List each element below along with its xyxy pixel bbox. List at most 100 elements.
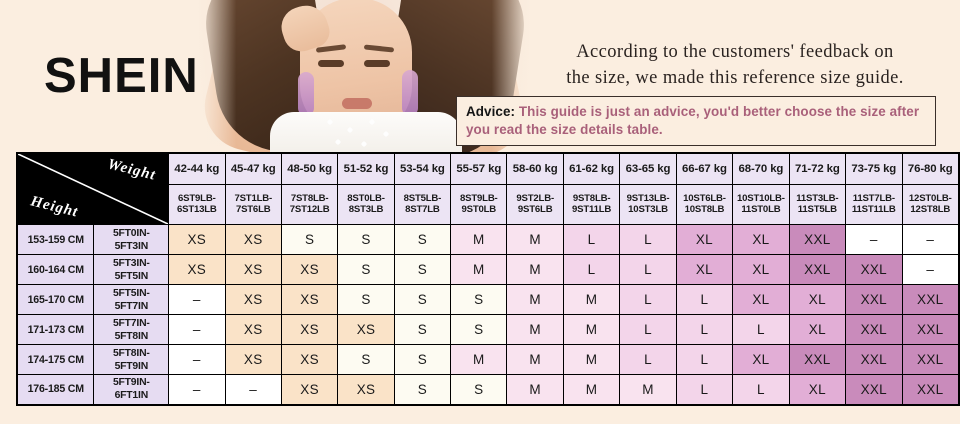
weight-lb-header: 8ST0LB- 8ST3LB <box>337 183 395 226</box>
size-cell: L <box>562 224 621 255</box>
size-cell: M <box>619 374 677 405</box>
size-cell: L <box>675 314 734 345</box>
size-cell: XXL <box>901 344 960 375</box>
size-cell: XS <box>224 344 282 375</box>
size-cell: S <box>393 284 452 315</box>
height-cm-cell: 176-185 CM <box>16 374 95 405</box>
height-ft-cell: 5FT7IN- 5FT8IN <box>93 314 170 345</box>
size-cell: – <box>901 254 960 285</box>
size-cell: XS <box>280 314 339 345</box>
table-row: 165-170 CM 5FT5IN- 5FT7IN – XS XS S S S M M L L XL XL X… <box>16 284 960 315</box>
size-cell: S <box>450 314 508 345</box>
size-cell: XS <box>224 254 282 285</box>
table-row: 171-173 CM 5FT7IN- 5FT8IN – XS XS XS S S M M L L L XL X… <box>16 314 960 345</box>
size-cell: S <box>337 254 395 285</box>
size-cell: S <box>393 344 452 375</box>
weight-kg-header: 63-65 kg <box>619 152 677 185</box>
size-chart-table: Weight Height 42-44 kg 45-47 kg 48-50 kg 51… <box>16 152 960 406</box>
height-cm-cell: 153-159 CM <box>16 224 95 255</box>
advice-label: Advice <box>466 104 511 119</box>
size-cell: – <box>168 314 226 345</box>
size-cell: XS <box>280 374 339 405</box>
size-cell: XL <box>788 284 847 315</box>
size-cell: S <box>337 224 395 255</box>
size-cell: – <box>901 224 960 255</box>
size-cell: M <box>506 284 564 315</box>
size-cell: XL <box>788 314 847 345</box>
advice-separator: : <box>510 104 516 119</box>
weight-kg-header: 51-52 kg <box>337 152 395 185</box>
size-cell: S <box>393 374 452 405</box>
size-cell: XL <box>732 224 790 255</box>
size-cell: XS <box>280 284 339 315</box>
size-cell: XS <box>280 254 339 285</box>
height-cm-cell: 171-173 CM <box>16 314 95 345</box>
weight-lb-header: 9ST8LB- 9ST11LB <box>562 183 621 226</box>
size-cell: – <box>168 344 226 375</box>
weight-kg-header: 76-80 kg <box>901 152 960 185</box>
size-cell: S <box>337 284 395 315</box>
weight-kg-header: 71-72 kg <box>788 152 847 185</box>
corner-header: Weight Height <box>16 152 170 225</box>
size-cell: M <box>506 254 564 285</box>
size-cell: XS <box>224 314 282 345</box>
weight-kg-header: 61-62 kg <box>562 152 621 185</box>
size-cell: XL <box>675 224 734 255</box>
size-cell: XL <box>732 284 790 315</box>
size-cell: XS <box>280 344 339 375</box>
size-cell: XXL <box>845 344 903 375</box>
height-ft-cell: 5FT5IN- 5FT7IN <box>93 284 170 315</box>
size-cell: L <box>619 224 677 255</box>
weight-kg-header: 53-54 kg <box>393 152 452 185</box>
size-cell: – <box>168 284 226 315</box>
headline-line-2: the size, we made this reference size gu… <box>566 67 904 88</box>
height-ft-cell: 5FT0IN- 5FT3IN <box>93 224 170 255</box>
weight-lb-header: 9ST2LB- 9ST6LB <box>506 183 564 226</box>
size-cell: M <box>450 344 508 375</box>
height-ft-cell: 5FT8IN- 5FT9IN <box>93 344 170 375</box>
size-cell: L <box>675 374 734 405</box>
headline-line-1: According to the customers' feedback on <box>576 42 894 62</box>
weight-lb-header: 10ST6LB- 10ST8LB <box>675 183 734 226</box>
size-cell: XXL <box>901 284 960 315</box>
size-cell: M <box>506 344 564 375</box>
shein-logo: SHEIN <box>44 49 199 103</box>
size-cell: XXL <box>901 374 960 405</box>
size-cell: XS <box>224 224 282 255</box>
size-cell: S <box>450 374 508 405</box>
size-cell: M <box>562 314 621 345</box>
size-cell: – <box>168 374 226 405</box>
banner: SHEIN According to the customers' feedba… <box>0 0 960 152</box>
size-cell: M <box>450 254 508 285</box>
size-cell: M <box>562 374 621 405</box>
size-cell: XL <box>675 254 734 285</box>
table-row: 160-164 CM 5FT3IN- 5FT5IN XS XS XS S S M M L L XL XL X… <box>16 254 960 285</box>
size-cell: – <box>224 374 282 405</box>
size-cell: XS <box>168 254 226 285</box>
table-row: 153-159 CM 5FT0IN- 5FT3IN XS XS S S S M M L L XL XL XX… <box>16 224 960 255</box>
size-cell: M <box>450 224 508 255</box>
height-ft-cell: 5FT3IN- 5FT5IN <box>93 254 170 285</box>
height-cm-cell: 174-175 CM <box>16 344 95 375</box>
size-cell: L <box>675 284 734 315</box>
size-cell: L <box>562 254 621 285</box>
size-cell: S <box>337 344 395 375</box>
size-cell: – <box>845 224 903 255</box>
advice-text-wrap: Advice: This guide is just an advice, yo… <box>466 103 926 138</box>
size-cell: XS <box>224 284 282 315</box>
size-cell: M <box>506 374 564 405</box>
size-cell: L <box>619 314 677 345</box>
weight-kg-header: 48-50 kg <box>280 152 339 185</box>
weight-kg-header: 73-75 kg <box>845 152 903 185</box>
weight-lb-header: 11ST3LB- 11ST5LB <box>788 183 847 226</box>
header-row-kg: Weight Height 42-44 kg 45-47 kg 48-50 kg 51… <box>16 152 960 225</box>
table-row: 174-175 CM 5FT8IN- 5FT9IN – XS XS S S M M M L L XL XXL… <box>16 344 960 375</box>
size-cell: XXL <box>845 254 903 285</box>
size-cell: XS <box>337 314 395 345</box>
height-cm-cell: 165-170 CM <box>16 284 95 315</box>
size-cell: XL <box>788 374 847 405</box>
size-cell: XXL <box>845 314 903 345</box>
height-ft-cell: 5FT9IN- 6FT1IN <box>93 374 170 405</box>
size-cell: S <box>450 284 508 315</box>
size-cell: S <box>393 254 452 285</box>
